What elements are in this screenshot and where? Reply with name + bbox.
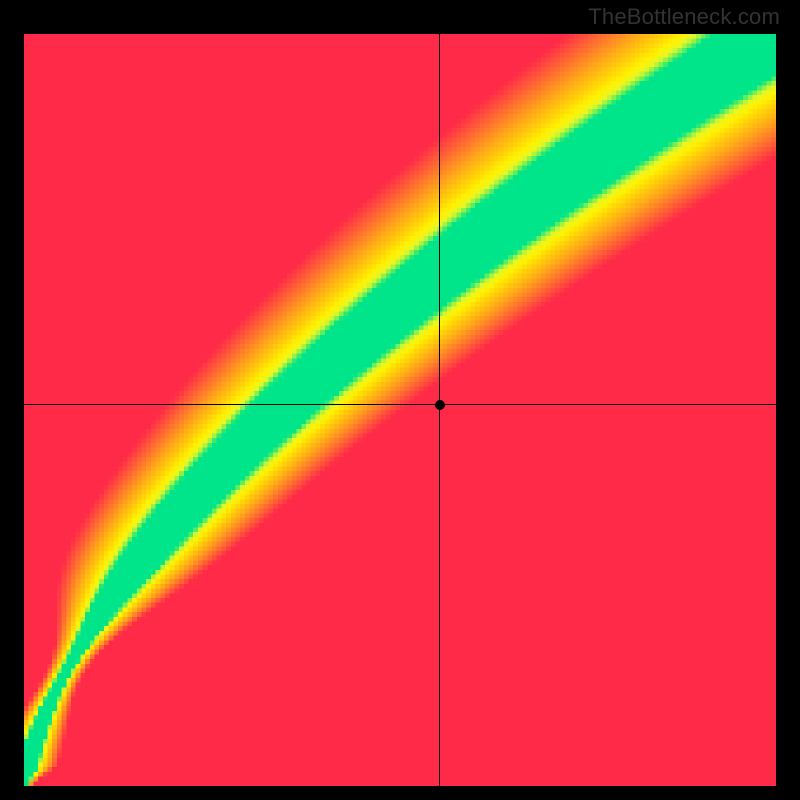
heatmap-canvas <box>24 34 776 786</box>
selected-point-marker <box>435 400 445 410</box>
bottleneck-heatmap-plot <box>24 34 776 786</box>
crosshair-horizontal <box>24 404 776 405</box>
crosshair-vertical <box>439 34 440 786</box>
attribution-label: TheBottleneck.com <box>588 4 780 30</box>
figure-root: TheBottleneck.com <box>0 0 800 800</box>
